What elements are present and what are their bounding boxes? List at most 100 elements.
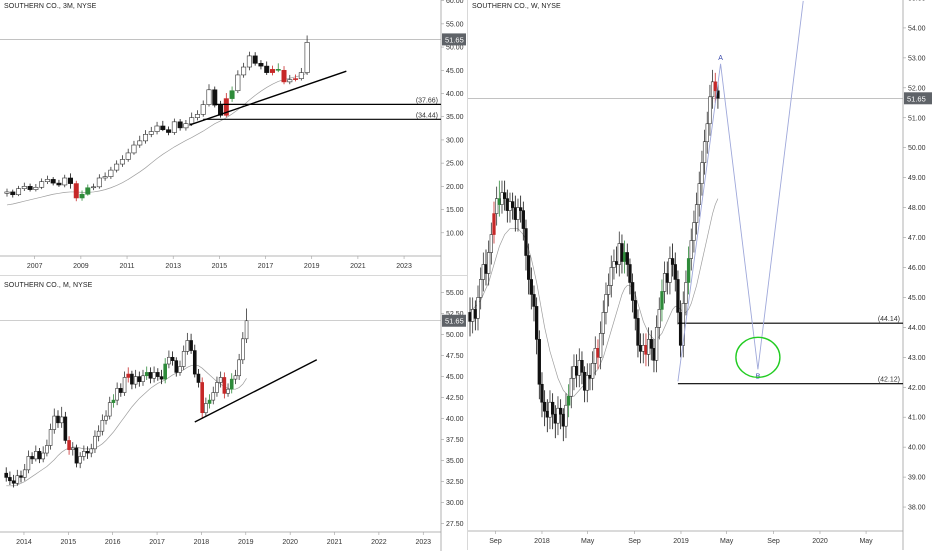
candle-body[interactable]: [67, 440, 71, 450]
candle-body[interactable]: [252, 55, 258, 64]
candle-body[interactable]: [526, 255, 531, 280]
candle-body[interactable]: [11, 480, 16, 484]
candle-body[interactable]: [705, 123, 709, 143]
candle-body[interactable]: [4, 472, 9, 478]
candle-body[interactable]: [204, 403, 208, 414]
candle-body[interactable]: [89, 448, 94, 454]
chart-panel-quarterly[interactable]: 10.00 15.00 20.00 25.00 30.00 35.00 40.00 45.00…: [0, 0, 467, 275]
candle-body[interactable]: [622, 252, 627, 262]
candle-body[interactable]: [678, 312, 683, 346]
candle-body[interactable]: [269, 69, 275, 73]
candle-body[interactable]: [590, 363, 595, 379]
candle-body[interactable]: [148, 131, 154, 135]
candle-body[interactable]: [119, 388, 123, 393]
candle-body[interactable]: [215, 382, 219, 393]
candle-body[interactable]: [171, 121, 177, 133]
candle-body[interactable]: [580, 360, 584, 373]
candle-body[interactable]: [183, 123, 189, 129]
chart-quarterly[interactable]: 10.00 15.00 20.00 25.00 30.00 35.00 40.00 45.00…: [0, 0, 467, 275]
candle-body[interactable]: [226, 388, 230, 394]
candle-body[interactable]: [196, 373, 201, 383]
candle-body[interactable]: [694, 204, 699, 223]
candle-body[interactable]: [264, 65, 270, 73]
candle-body[interactable]: [598, 333, 603, 358]
candle-body[interactable]: [495, 198, 499, 214]
candle-body[interactable]: [684, 282, 688, 304]
candle-body[interactable]: [27, 186, 33, 190]
candle-body[interactable]: [692, 222, 696, 241]
candle-body[interactable]: [41, 452, 45, 460]
candle-body[interactable]: [673, 264, 677, 280]
candle-body[interactable]: [500, 192, 504, 205]
candle-body[interactable]: [577, 360, 581, 376]
candle-body[interactable]: [156, 372, 160, 377]
candle-body[interactable]: [505, 198, 509, 211]
candle-body[interactable]: [548, 401, 552, 418]
candle-body[interactable]: [513, 207, 517, 220]
candle-body[interactable]: [218, 104, 224, 116]
candle-body[interactable]: [4, 191, 10, 194]
candle-body[interactable]: [473, 309, 477, 319]
candle-body[interactable]: [241, 338, 245, 361]
candle-body[interactable]: [564, 404, 568, 427]
candle-body[interactable]: [85, 451, 90, 454]
candle-body[interactable]: [298, 72, 304, 79]
candle-body[interactable]: [85, 187, 91, 195]
candle-body[interactable]: [524, 228, 528, 256]
candle-body[interactable]: [644, 345, 648, 355]
candle-body[interactable]: [556, 407, 560, 424]
candle-body[interactable]: [137, 376, 142, 382]
candle-body[interactable]: [630, 282, 635, 301]
candle-body[interactable]: [79, 193, 85, 199]
candle-body[interactable]: [246, 55, 252, 68]
candle-body[interactable]: [96, 177, 102, 188]
candle-body[interactable]: [636, 318, 640, 346]
candle-body[interactable]: [713, 81, 717, 92]
candle-body[interactable]: [50, 179, 56, 184]
candle-body[interactable]: [476, 297, 480, 319]
candle-body[interactable]: [104, 415, 108, 421]
candle-body[interactable]: [503, 192, 507, 199]
candle-body[interactable]: [218, 377, 223, 383]
candle-body[interactable]: [660, 291, 664, 310]
candle-body[interactable]: [70, 447, 75, 450]
candle-body[interactable]: [532, 294, 536, 307]
candle-body[interactable]: [178, 366, 182, 373]
candle-body[interactable]: [537, 339, 541, 385]
candle-body[interactable]: [30, 456, 34, 460]
candle-body[interactable]: [471, 309, 475, 322]
candle-body[interactable]: [126, 373, 131, 378]
candle-body[interactable]: [74, 447, 79, 464]
candle-body[interactable]: [10, 191, 16, 196]
chart-weekly[interactable]: 38.00 39.00 40.00 41.00 42.00 43.00 44.00 45.00…: [468, 0, 932, 550]
candle-body[interactable]: [125, 152, 131, 160]
candle-body[interactable]: [649, 339, 653, 349]
candle-body[interactable]: [233, 375, 238, 380]
candle-body[interactable]: [212, 89, 218, 106]
candle-body[interactable]: [229, 378, 234, 390]
candle-body[interactable]: [521, 210, 525, 229]
candle-body[interactable]: [52, 415, 57, 430]
candle-body[interactable]: [96, 430, 101, 437]
trendline[interactable]: [194, 359, 318, 423]
candle-body[interactable]: [281, 69, 287, 83]
candle-body[interactable]: [130, 373, 134, 385]
candle-body[interactable]: [62, 177, 68, 186]
candle-body[interactable]: [119, 159, 125, 165]
candle-body[interactable]: [33, 186, 39, 190]
candle-body[interactable]: [612, 261, 616, 268]
candle-body[interactable]: [606, 285, 611, 295]
candle-body[interactable]: [508, 201, 512, 211]
candle-body[interactable]: [689, 240, 693, 259]
candle-body[interactable]: [148, 372, 153, 379]
candle-body[interactable]: [676, 279, 680, 313]
candle-body[interactable]: [561, 413, 565, 427]
candle-body[interactable]: [710, 81, 715, 98]
candle-body[interactable]: [159, 376, 164, 380]
candle-body[interactable]: [484, 264, 488, 274]
candle-body[interactable]: [625, 252, 629, 265]
candle-body[interactable]: [115, 388, 119, 401]
candle-body[interactable]: [287, 79, 293, 83]
candle-body[interactable]: [56, 182, 62, 186]
candle-body[interactable]: [229, 90, 235, 99]
